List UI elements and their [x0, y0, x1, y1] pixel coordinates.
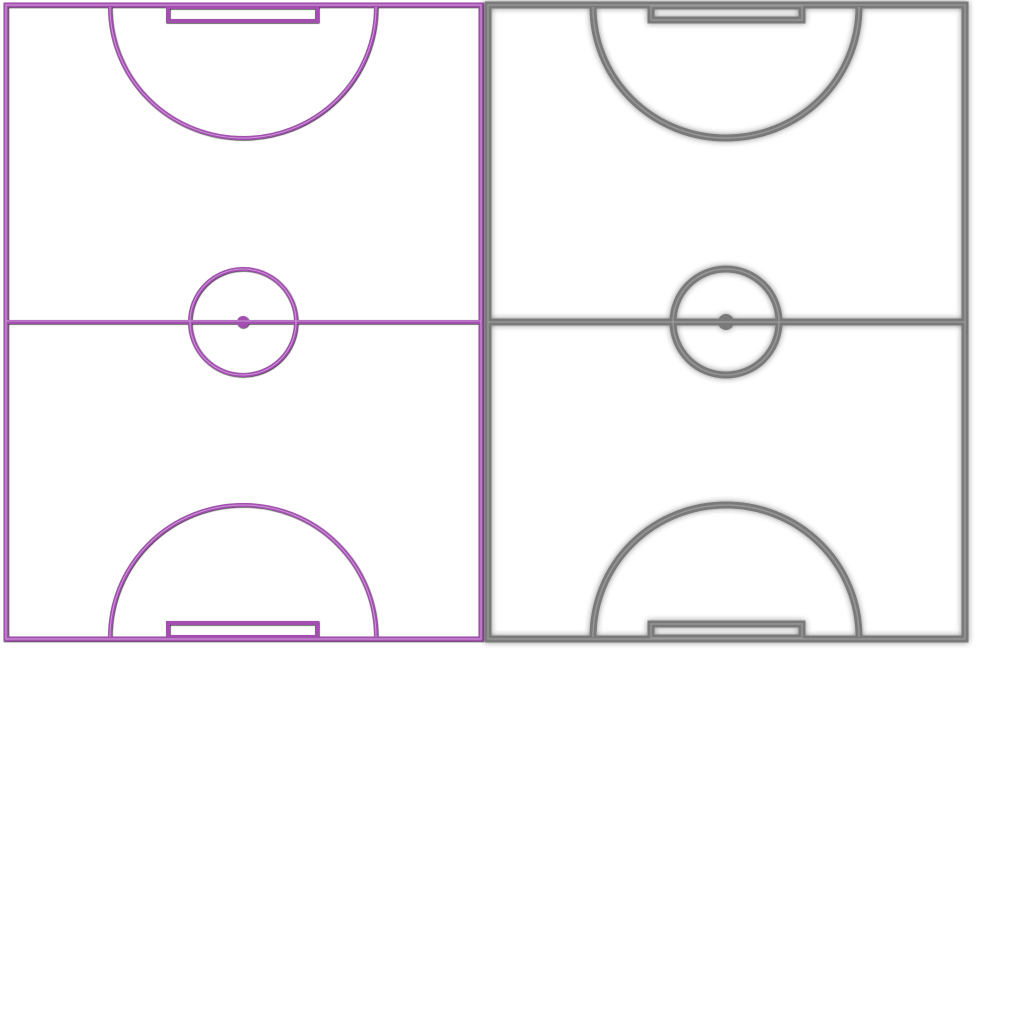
top-penalty-arc	[589, 6, 863, 142]
bottom-goal	[647, 620, 806, 642]
center-circle-highlight	[189, 268, 297, 376]
top-penalty-arc-highlight	[592, 6, 860, 139]
top-goal-highlight	[650, 5, 803, 21]
court-purple	[3, 2, 484, 642]
bottom-goal	[166, 621, 319, 639]
center-spot	[237, 316, 249, 328]
top-goal	[647, 2, 806, 24]
top-penalty-arc	[108, 6, 378, 140]
top-goal	[166, 5, 319, 23]
bottom-goal-highlight	[650, 623, 803, 639]
center-circle-highlight	[672, 268, 780, 376]
court-gray-highlight	[487, 4, 966, 640]
court-purple-highlight	[5, 4, 482, 640]
top-penalty-arc-highlight	[109, 6, 377, 139]
court-boundary-highlight	[5, 4, 482, 640]
bottom-penalty-arc-highlight	[109, 504, 377, 638]
bottom-penalty-arc	[108, 503, 378, 638]
bottom-penalty-arc-highlight	[592, 504, 860, 638]
bottom-penalty-arc	[589, 501, 863, 638]
